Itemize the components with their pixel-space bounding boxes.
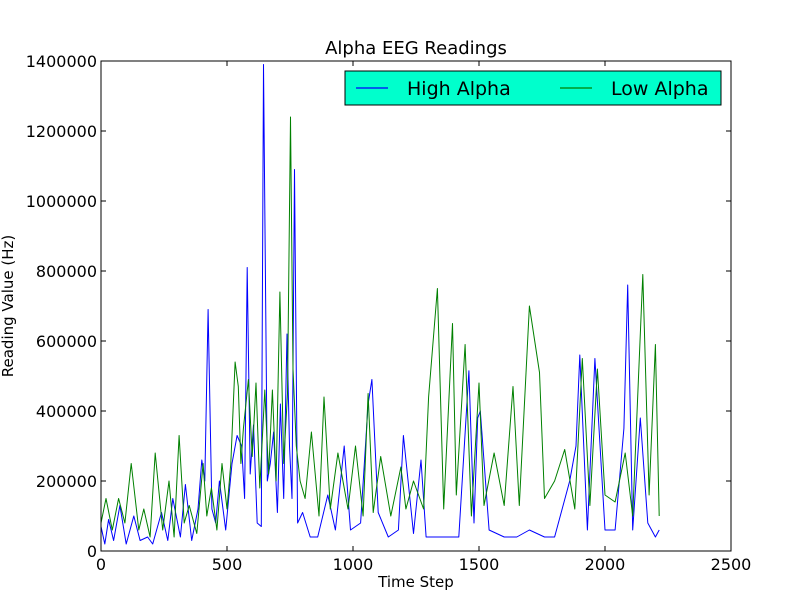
- y-axis-title: Reading Value (Hz): [0, 235, 17, 377]
- y-tick-label: 400000: [36, 402, 97, 421]
- x-tick-label: 2000: [585, 555, 626, 574]
- legend-label-low-alpha: Low Alpha: [611, 78, 708, 100]
- legend-box: [344, 70, 722, 106]
- series-line-high-alpha: [100, 64, 660, 545]
- plot-area: [101, 61, 731, 551]
- y-tick-label: 0: [87, 542, 97, 561]
- y-tick-label: 1200000: [26, 122, 97, 141]
- y-tick-label: 600000: [36, 332, 97, 351]
- x-axis-title: Time Step: [377, 573, 454, 591]
- x-tick-label: 1000: [333, 555, 374, 574]
- y-tick-label: 1000000: [26, 192, 97, 211]
- x-tick-label: 0: [96, 555, 106, 574]
- x-tick-label: 2500: [711, 555, 752, 574]
- ticks-layer: 0 500 1000 1500 2000 2500 0 200000 400000 600000 8…: [26, 52, 752, 574]
- legend: High Alpha Low Alpha: [344, 70, 722, 106]
- plot-frame: [100, 60, 732, 552]
- y-tick-label: 800000: [36, 262, 97, 281]
- y-tick-label: 1400000: [26, 52, 97, 71]
- series-line-low-alpha: [100, 116, 660, 538]
- legend-label-high-alpha: High Alpha: [407, 78, 511, 100]
- x-tick-label: 500: [212, 555, 243, 574]
- chart-title: Alpha EEG Readings: [325, 38, 507, 59]
- series-layer: [100, 64, 660, 545]
- x-tick-label: 1500: [459, 555, 500, 574]
- y-tick-label: 200000: [36, 472, 97, 491]
